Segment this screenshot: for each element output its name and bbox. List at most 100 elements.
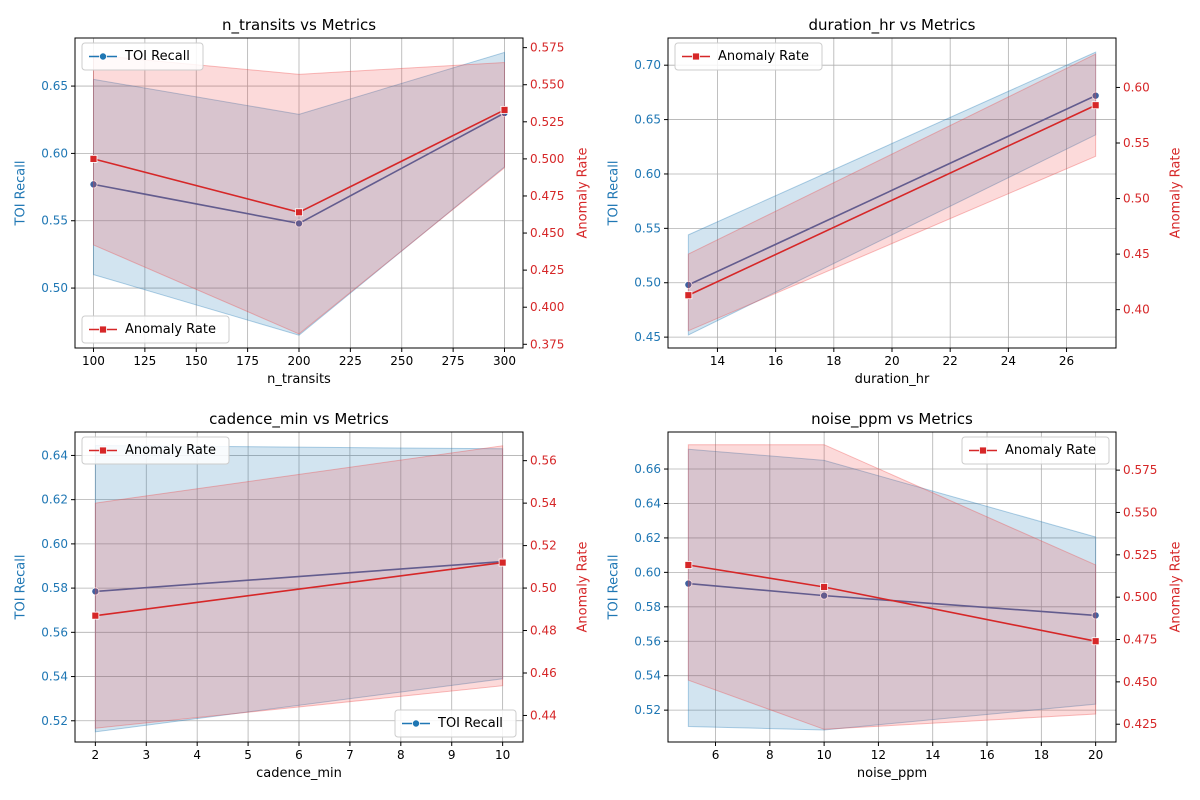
legend-marker [99, 325, 107, 334]
y-left-tick-label: 0.58 [41, 581, 68, 595]
y-left-tick-label: 0.62 [634, 531, 661, 545]
legend: TOI Recall [81, 42, 204, 71]
x-tick-label: 12 [871, 748, 886, 762]
x-tick-label: 18 [826, 354, 841, 368]
legend-box [81, 42, 204, 71]
x-tick-label: 14 [710, 354, 725, 368]
anomaly-point [498, 558, 507, 567]
y-right-axis-label: Anomaly Rate [576, 148, 591, 239]
legend-marker [99, 446, 107, 455]
y-right-tick-label: 0.475 [530, 189, 564, 203]
legend-box [81, 315, 230, 344]
x-tick-label: 10 [495, 748, 510, 762]
y-right-tick-label: 0.450 [1123, 675, 1157, 689]
x-axis-label: noise_ppm [857, 766, 927, 781]
anomaly-point [1091, 101, 1100, 110]
y-right-tick-label: 0.50 [530, 581, 557, 595]
y-right-tick-label: 0.46 [530, 666, 557, 680]
y-left-tick-label: 0.64 [634, 496, 661, 510]
legend: TOI Recall [394, 709, 517, 738]
x-tick-label: 6 [712, 748, 720, 762]
x-tick-label: 7 [346, 748, 354, 762]
x-tick-label: 3 [142, 748, 150, 762]
legend-label: Anomaly Rate [125, 443, 216, 458]
x-tick-label: 24 [1001, 354, 1016, 368]
y-right-tick-label: 0.375 [530, 337, 564, 351]
y-right-axis-label: Anomaly Rate [1169, 542, 1184, 633]
x-tick-label: 6 [295, 748, 303, 762]
anomaly-confidence-band [687, 53, 1097, 332]
legend-label: TOI Recall [437, 716, 503, 731]
legend-marker [692, 52, 700, 61]
y-left-tick-label: 0.60 [41, 146, 68, 160]
y-right-tick-label: 0.400 [530, 300, 564, 314]
x-tick-label: 22 [943, 354, 958, 368]
anomaly-line [688, 104, 1096, 296]
y-left-tick-label: 0.45 [634, 330, 661, 344]
y-right-axis-label: Anomaly Rate [576, 542, 591, 633]
x-tick-label: 10 [816, 748, 831, 762]
y-right-tick-label: 0.50 [1123, 192, 1150, 206]
x-axis-label: cadence_min [256, 766, 342, 781]
anomaly-confidence-band [92, 54, 506, 335]
x-tick-label: 200 [288, 354, 311, 368]
y-right-tick-label: 0.450 [530, 226, 564, 240]
x-tick-label: 225 [339, 354, 362, 368]
y-right-tick-label: 0.550 [1123, 505, 1157, 519]
y-right-tick-label: 0.550 [530, 78, 564, 92]
y-left-axis-label: TOI Recall [14, 555, 29, 621]
chart-title: noise_ppm vs Metrics [811, 410, 973, 429]
x-tick-label: 5 [244, 748, 252, 762]
x-tick-label: 20 [884, 354, 899, 368]
x-tick-label: 4 [193, 748, 201, 762]
y-left-tick-label: 0.58 [634, 600, 661, 614]
y-left-tick-label: 0.60 [634, 167, 661, 181]
chart-title: cadence_min vs Metrics [209, 410, 389, 429]
y-left-tick-label: 0.65 [41, 79, 68, 93]
y-right-tick-label: 0.56 [530, 454, 557, 468]
x-tick-label: 16 [979, 748, 994, 762]
legend-label: Anomaly Rate [125, 322, 216, 337]
y-right-tick-label: 0.45 [1123, 247, 1150, 261]
anomaly-point [1091, 637, 1100, 646]
y-right-axis-label: Anomaly Rate [1169, 148, 1184, 239]
y-left-tick-label: 0.56 [41, 625, 68, 639]
legend: Anomaly Rate [81, 436, 230, 465]
recall-point [89, 180, 98, 189]
x-tick-label: 9 [448, 748, 456, 762]
anomaly-confidence-band [687, 444, 1097, 730]
y-left-tick-label: 0.64 [41, 448, 68, 462]
legend-marker [411, 719, 420, 728]
x-tick-label: 275 [442, 354, 465, 368]
x-axis-label: duration_hr [855, 372, 930, 387]
y-right-tick-label: 0.40 [1123, 303, 1150, 317]
recall-point [1091, 611, 1100, 620]
y-right-tick-label: 0.425 [530, 263, 564, 277]
legend: Anomaly Rate [81, 315, 230, 344]
y-right-tick-label: 0.52 [530, 539, 557, 553]
x-tick-label: 8 [766, 748, 774, 762]
x-tick-label: 18 [1034, 748, 1049, 762]
anomaly-line [95, 561, 503, 617]
y-right-tick-label: 0.500 [530, 152, 564, 166]
y-right-tick-label: 0.575 [1123, 463, 1157, 477]
y-left-tick-label: 0.62 [41, 493, 68, 507]
anomaly-point [684, 291, 693, 300]
recall-line [95, 560, 503, 593]
y-left-tick-label: 0.54 [41, 670, 68, 684]
anomaly-point [684, 561, 693, 569]
grid [668, 38, 1116, 348]
recall-point [91, 587, 100, 596]
x-axis-label: n_transits [267, 372, 331, 387]
legend: Anomaly Rate [961, 436, 1110, 465]
y-right-tick-label: 0.525 [530, 115, 564, 129]
recall-confidence-band [92, 51, 506, 336]
anomaly-point [820, 583, 829, 591]
y-right-tick-label: 0.425 [1123, 717, 1157, 731]
y-right-tick-label: 0.525 [1123, 548, 1157, 562]
recall-point [294, 219, 303, 228]
legend-box [961, 436, 1110, 465]
legend-marker [99, 52, 108, 61]
anomaly-point [500, 106, 509, 114]
